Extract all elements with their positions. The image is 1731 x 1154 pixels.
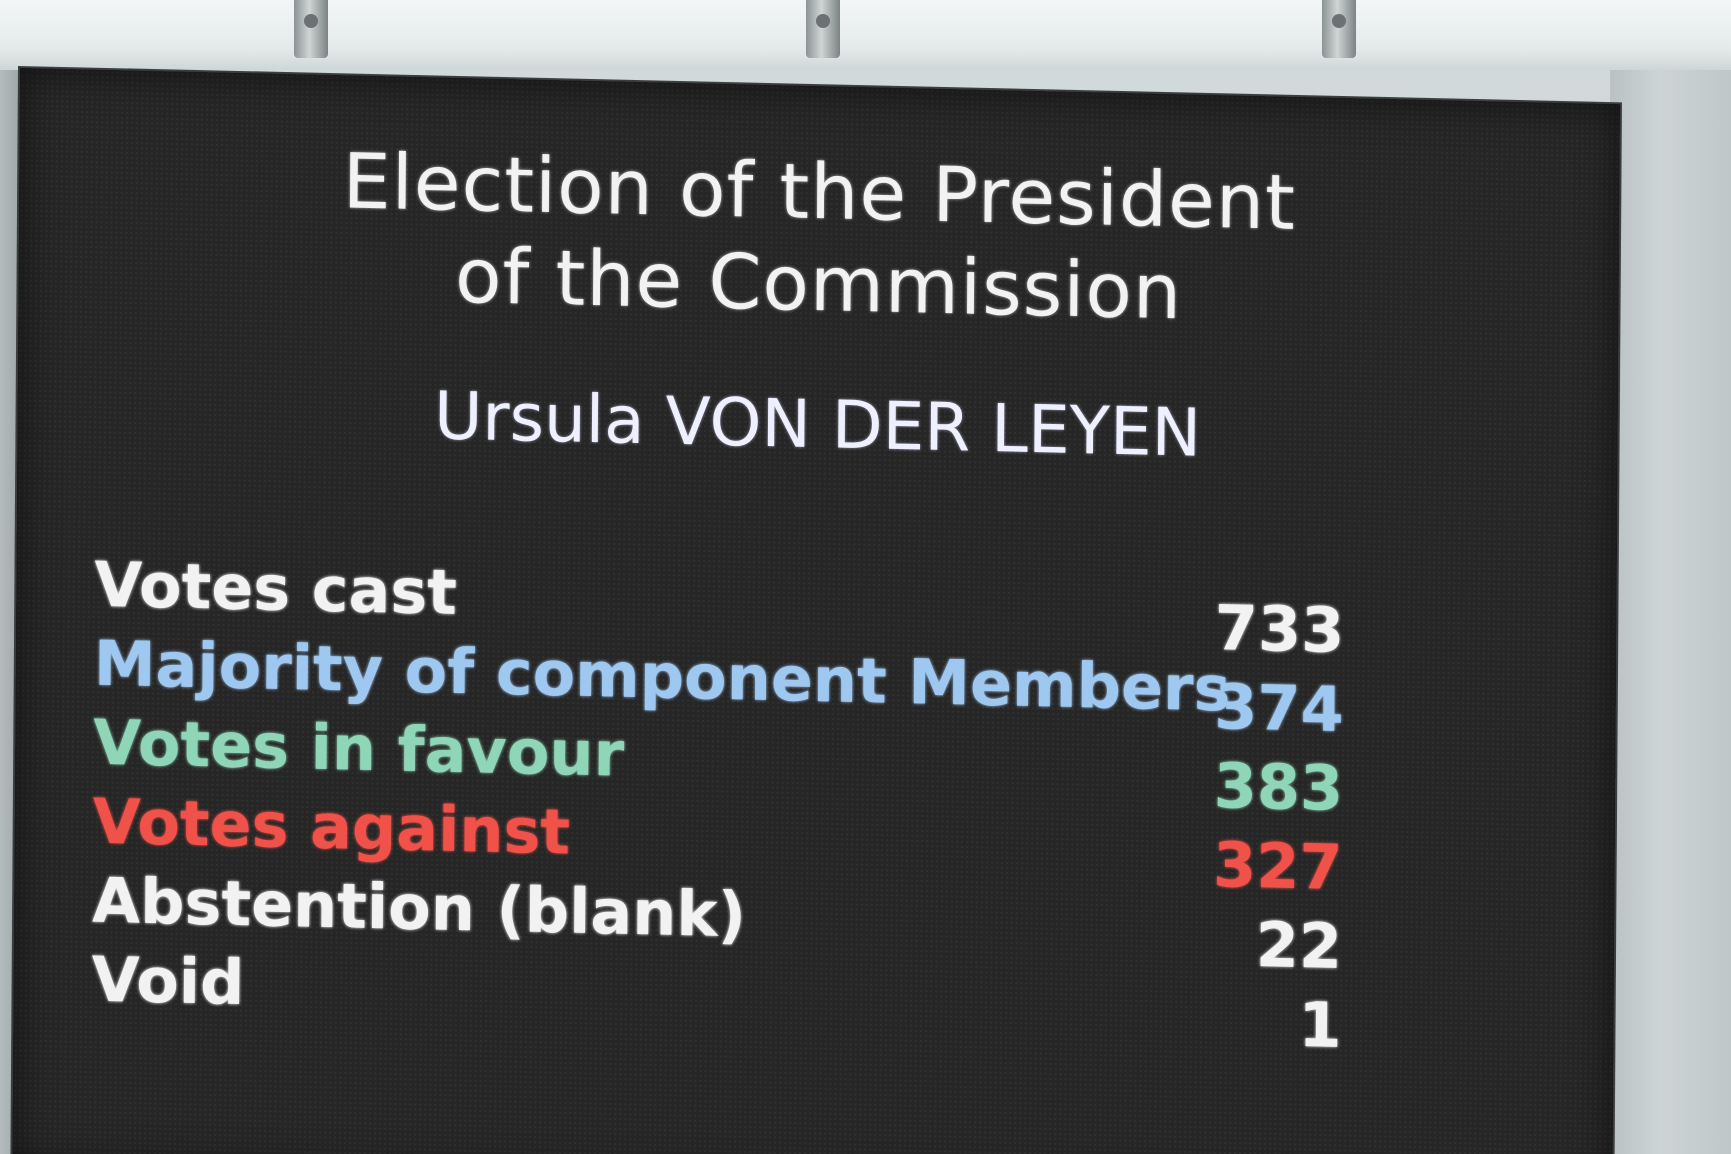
result-value: 1 xyxy=(1298,988,1342,1063)
result-label: Votes against xyxy=(92,784,571,869)
led-display-board: Election of the President of the Commiss… xyxy=(12,68,1620,1154)
candidate-name: Ursula VON DER LEYEN xyxy=(433,377,1202,472)
result-label: Votes in favour xyxy=(93,705,625,791)
result-label: Votes cast xyxy=(94,547,458,629)
result-label: Void xyxy=(91,942,245,1020)
ceiling-bracket xyxy=(806,0,840,58)
ceiling-bracket xyxy=(1322,0,1356,58)
election-title: Election of the President of the Commiss… xyxy=(318,135,1319,342)
result-label: Abstention (blank) xyxy=(91,863,747,952)
results-table: Votes cast 733 Majority of component Mem… xyxy=(91,545,1474,1062)
wall-right xyxy=(1610,70,1731,1154)
ceiling-bracket xyxy=(294,0,328,58)
ceiling xyxy=(0,0,1731,70)
